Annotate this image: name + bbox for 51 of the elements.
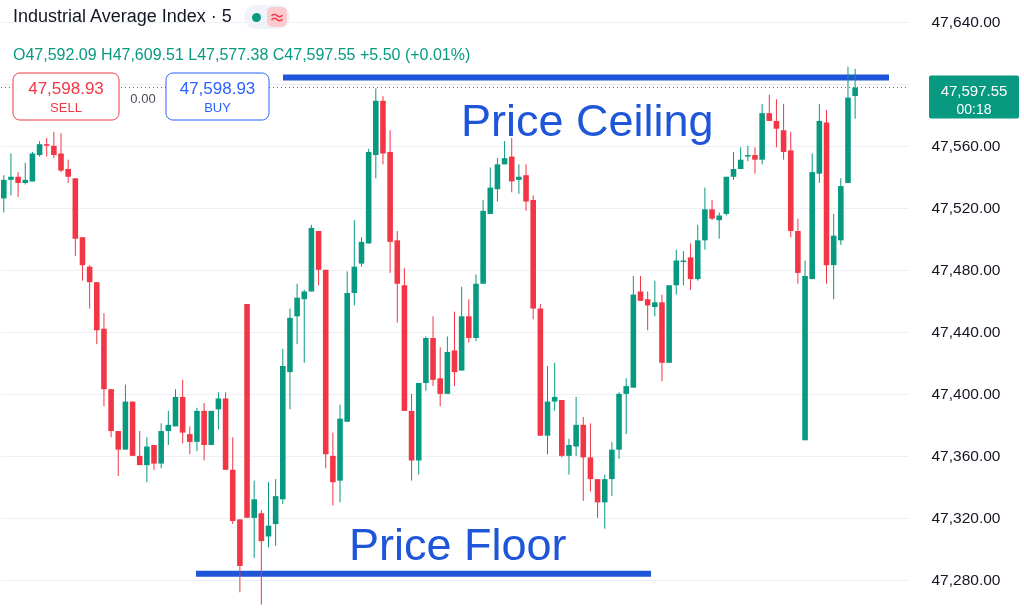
- candlestick: [251, 480, 257, 559]
- candlestick: [766, 94, 773, 122]
- candlestick: [716, 211, 722, 240]
- candlestick: [22, 162, 29, 186]
- candlestick: [601, 473, 608, 530]
- y-tick-label: 47,280.00: [931, 571, 1001, 589]
- candlestick: [680, 250, 687, 286]
- ref-line-label: 47,597.55: [940, 81, 1008, 99]
- candlestick: [15, 171, 21, 198]
- candlestick: [144, 436, 150, 483]
- candlestick: [8, 153, 14, 196]
- y-tick-label: 47,320.00: [931, 509, 1001, 527]
- candlestick: [773, 98, 780, 148]
- annotation: 47,598.93: [28, 79, 104, 98]
- candlestick: [637, 275, 644, 302]
- candlestick: [187, 425, 193, 455]
- candlestick: [687, 242, 694, 291]
- annotation: BUY: [204, 100, 232, 115]
- y-tick-label: 47,640.00: [931, 13, 1001, 31]
- candlestick: [730, 151, 737, 181]
- candlestick: [551, 362, 558, 412]
- candlestick: [623, 377, 629, 435]
- candlestick: [587, 422, 594, 493]
- candlestick: [466, 298, 472, 344]
- annotation: SELL: [50, 100, 82, 115]
- y-tick-label: 47,480.00: [931, 261, 1001, 279]
- text: O47,592.09 H47,609.51 L47,577.38 C47,597.55 +5.50 (+0.01%): [13, 46, 471, 63]
- candlestick: [136, 430, 143, 466]
- annotation: 47,598.93: [179, 79, 256, 98]
- candlestick: [358, 236, 365, 268]
- candlestick: [516, 163, 522, 195]
- candlestick: [752, 146, 758, 175]
- candlestick: [43, 137, 50, 158]
- chart-title: Industrial Average Index · 5: [13, 6, 232, 26]
- y-tick-label: 47,520.00: [931, 199, 1001, 217]
- ref-line-label: Price Floor: [349, 518, 567, 570]
- text: 00:18: [956, 100, 992, 117]
- candlestick: [215, 391, 222, 430]
- candlestick: [709, 199, 715, 221]
- ref-line-label: Price Ceiling: [461, 94, 714, 146]
- candlestick: [652, 280, 658, 317]
- annotation: 0.00: [130, 91, 156, 106]
- y-tick-label: 47,440.00: [931, 323, 1001, 341]
- candlestick: [115, 430, 122, 477]
- candlestick: [780, 103, 787, 161]
- candlestick: [151, 444, 157, 471]
- y-tick-label: 47,400.00: [931, 385, 1001, 403]
- y-tick-label: 47,560.00: [931, 137, 1001, 155]
- candlestick: [1, 174, 7, 213]
- y-tick-label: 47,360.00: [931, 447, 1001, 465]
- candlestick: [451, 311, 458, 387]
